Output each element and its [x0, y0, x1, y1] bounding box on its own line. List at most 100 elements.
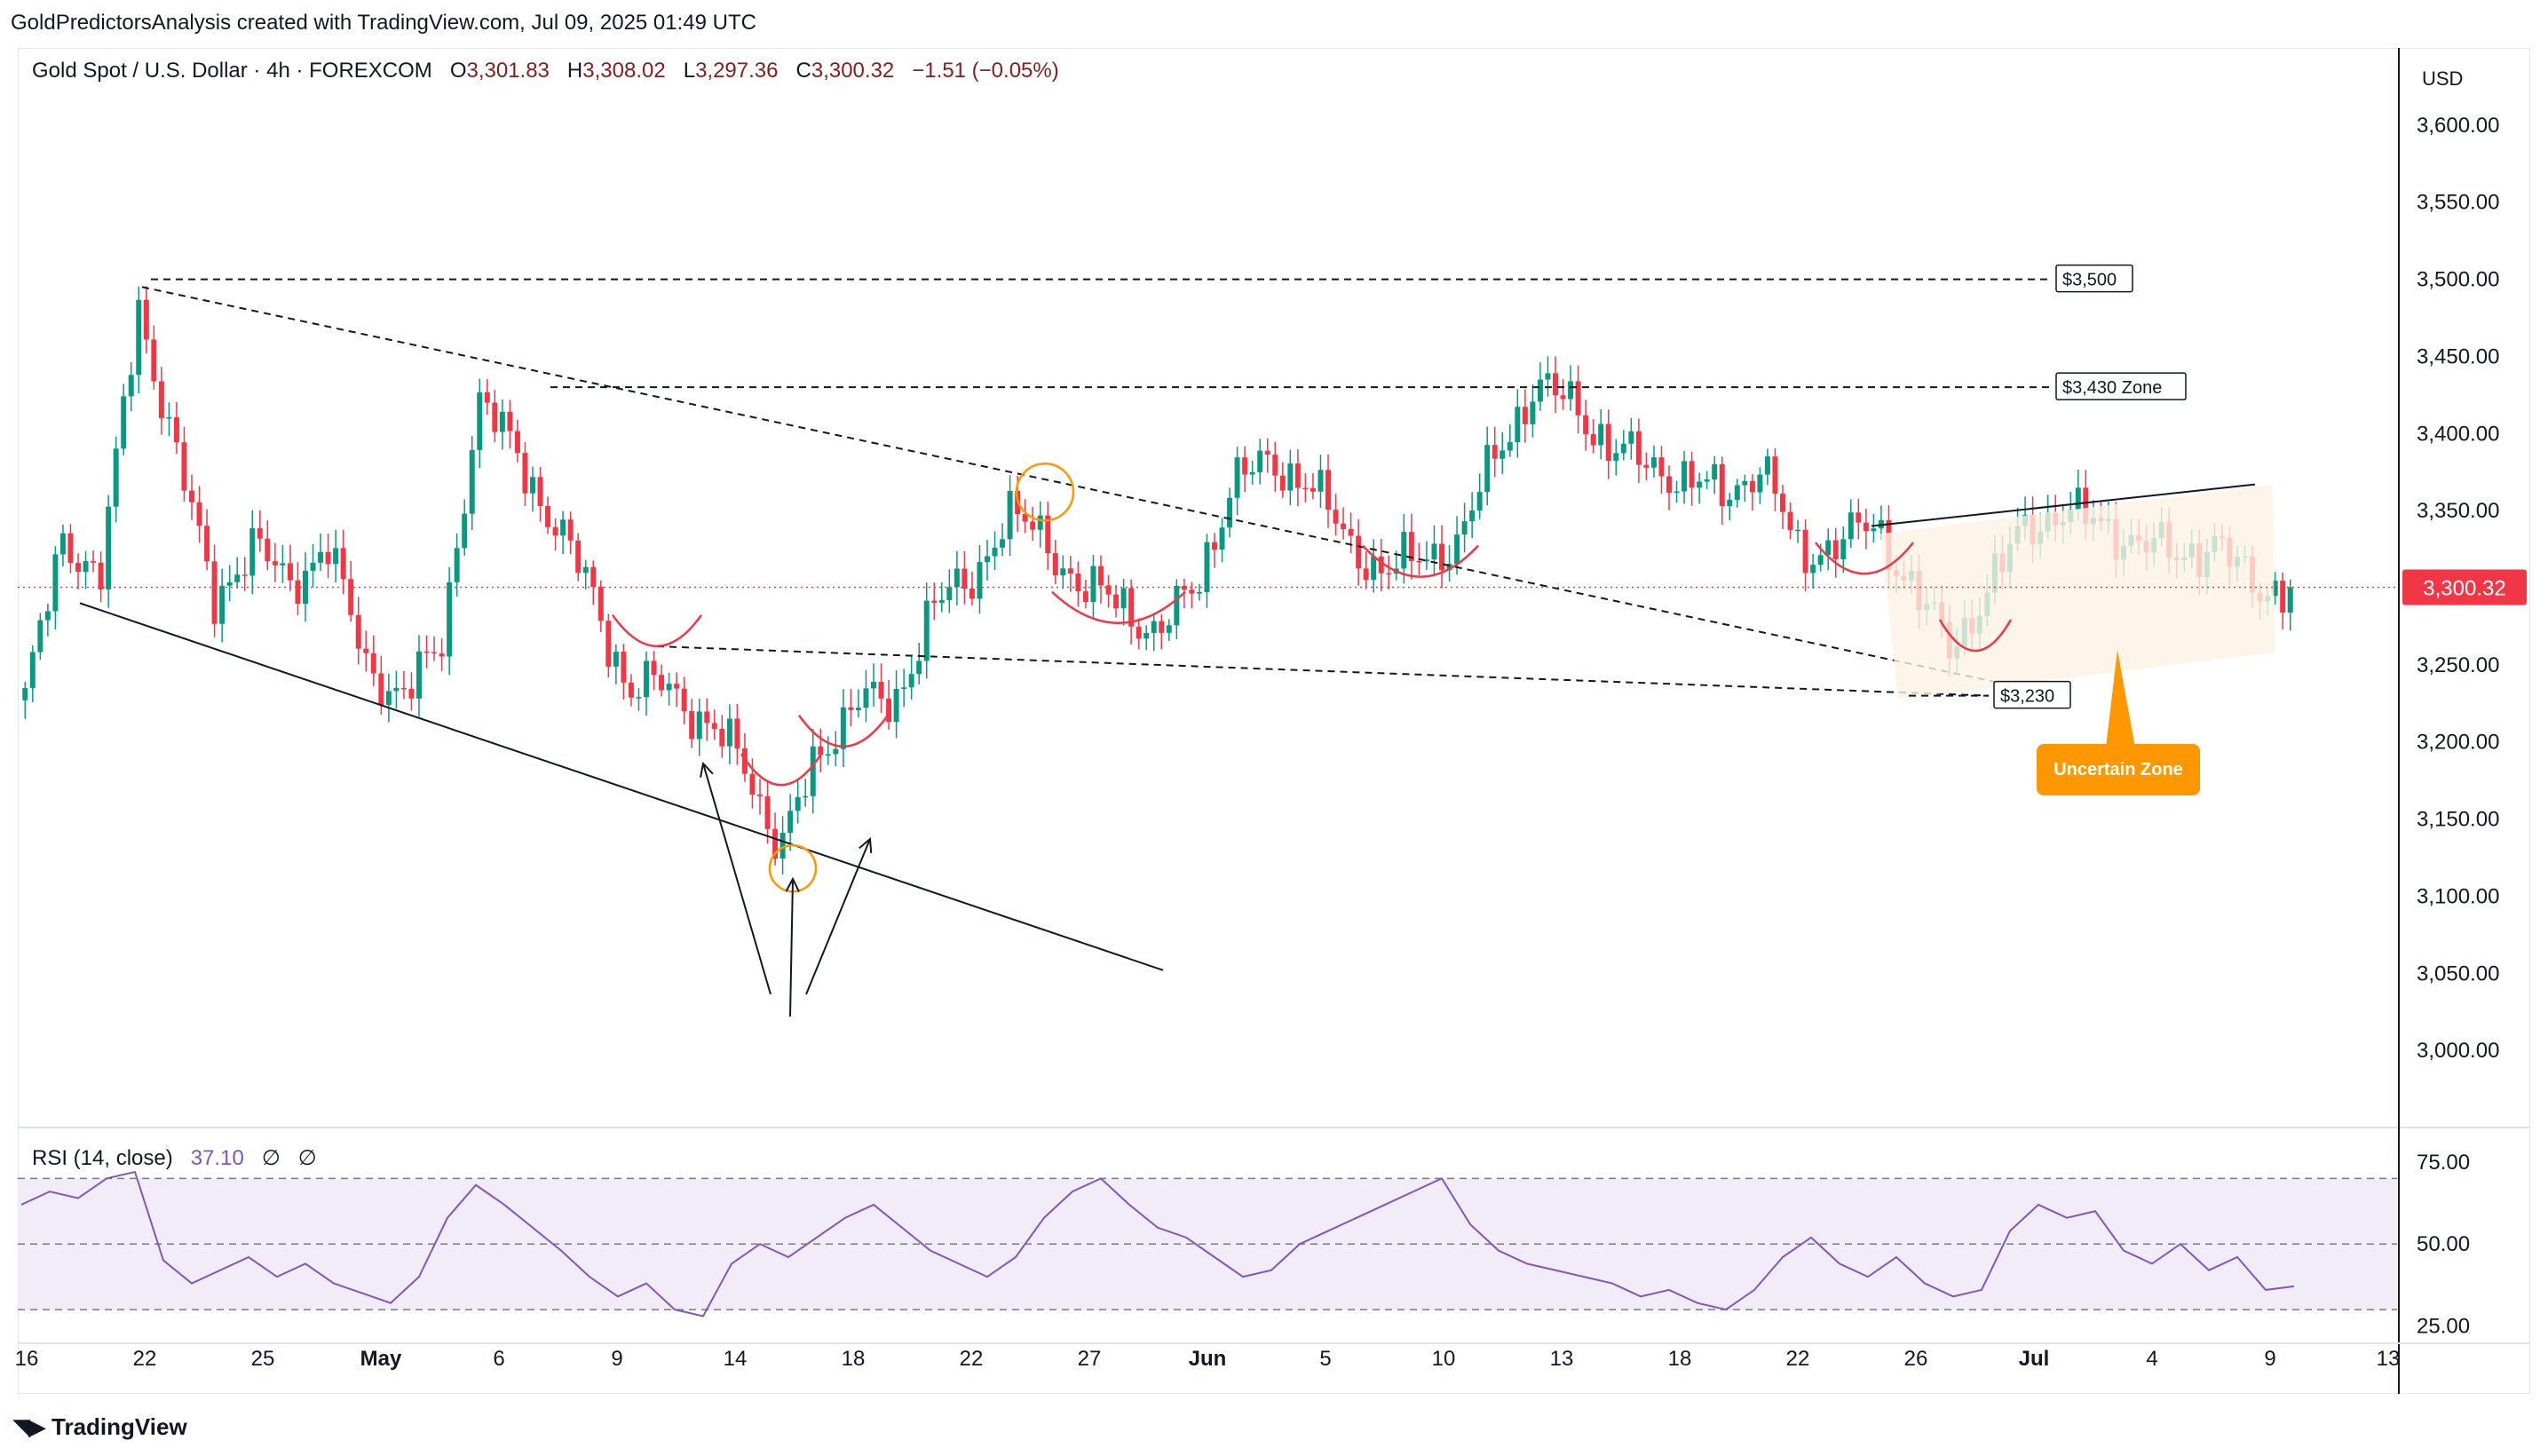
time-tick-label: 22 — [1786, 1347, 1810, 1371]
candle-body — [1423, 559, 1429, 562]
candle-body — [878, 682, 884, 699]
candle-body — [1060, 568, 1066, 576]
candle-body — [1318, 470, 1324, 492]
low-value: 3,297.36 — [695, 59, 779, 83]
candle-body — [1871, 528, 1877, 532]
candle-body — [1810, 565, 1816, 574]
tradingview-logo[interactable]: ◥▶ TradingView — [12, 1413, 187, 1441]
time-tick-label: 13 — [1550, 1347, 1574, 1371]
level-label: $3,230 — [1993, 680, 2071, 709]
candle-body — [454, 548, 460, 582]
annotation-arrow — [702, 763, 772, 995]
time-tick-label: May — [360, 1347, 402, 1371]
candle-body — [1113, 594, 1120, 609]
candle-body — [287, 563, 293, 581]
pattern-curve — [1938, 619, 2013, 653]
candle-body — [1166, 625, 1172, 633]
annotations-group: $3,500 $3,430 Zone $3,230 Uncertain Zone — [79, 264, 2275, 1017]
candle-body — [1780, 494, 1785, 512]
candle-body — [954, 568, 960, 588]
candle-body — [1469, 510, 1476, 522]
candle-body — [977, 562, 983, 599]
candle-body — [439, 653, 445, 657]
candle-body — [1484, 445, 1491, 493]
candle-body — [530, 477, 535, 494]
candle-body — [1371, 556, 1377, 581]
candle-body — [1136, 626, 1142, 639]
candle-body — [408, 688, 415, 699]
candle-body — [537, 477, 543, 506]
candle-body — [772, 828, 779, 859]
candle-body — [1635, 431, 1642, 465]
candle-body — [1507, 442, 1513, 451]
tradingview-brand: TradingView — [51, 1413, 187, 1440]
candle-body — [241, 574, 248, 576]
candle-body — [1159, 621, 1165, 633]
candle-body — [659, 675, 665, 691]
candle-body — [696, 711, 702, 740]
candle-body — [1416, 560, 1422, 563]
candle-body — [1234, 457, 1240, 498]
candle-body — [1174, 585, 1180, 626]
candle-body — [1204, 542, 1210, 592]
candle-body — [333, 548, 339, 565]
attribution-text: GoldPredictorsAnalysis created with Trad… — [11, 11, 756, 35]
candle-body — [385, 691, 392, 706]
candle-body — [1734, 485, 1740, 500]
candle-body — [1279, 475, 1286, 491]
candle-body — [636, 697, 642, 699]
candle-body — [393, 687, 400, 692]
candle-body — [1082, 591, 1088, 603]
candle-body — [575, 540, 582, 574]
candle-body — [29, 652, 36, 688]
callout-pointer — [2106, 650, 2135, 748]
time-tick-label: Jun — [1189, 1347, 1227, 1371]
candle-body — [1052, 553, 1058, 576]
price-tick-label: 3,350.00 — [2417, 499, 2499, 523]
candle-body — [741, 748, 748, 774]
candle-body — [1476, 492, 1483, 511]
candle-body — [938, 600, 945, 603]
candle-body — [1832, 540, 1839, 559]
candle-body — [1007, 490, 1013, 540]
rsi-band — [18, 1178, 2397, 1310]
candle-body — [363, 648, 369, 653]
candle-body — [1674, 491, 1680, 494]
candle-body — [1620, 443, 1626, 454]
candle-body — [507, 411, 513, 431]
candle-body — [370, 653, 376, 674]
candle-body — [893, 688, 899, 723]
range-top-line — [1871, 483, 2256, 527]
price-tick-label: 3,150.00 — [2417, 808, 2499, 832]
candle-body — [1764, 456, 1770, 475]
rsi-na-1: ∅ — [261, 1146, 281, 1170]
candle-body — [272, 561, 278, 566]
candle-body — [567, 519, 574, 541]
candle-body — [628, 682, 634, 698]
candle-body — [666, 684, 672, 691]
candle-body — [1067, 568, 1073, 574]
candle-body — [734, 718, 740, 748]
candle-body — [1856, 512, 1862, 523]
tradingview-mark-icon: ◥▶ — [12, 1413, 46, 1441]
candle-body — [1196, 591, 1202, 594]
open-value: 3,301.83 — [466, 59, 550, 83]
candle-body — [1189, 590, 1195, 594]
candle-body — [1431, 543, 1437, 560]
candle-body — [1590, 434, 1596, 446]
candle-body — [2287, 587, 2293, 613]
callout-box — [2037, 744, 2200, 795]
candle-body — [75, 563, 81, 573]
time-tick-label: 9 — [2264, 1347, 2275, 1371]
candle-body — [295, 580, 301, 605]
candle-body — [1697, 481, 1703, 488]
rsi-line — [20, 1170, 2295, 1318]
time-tick-label: 5 — [1319, 1347, 1331, 1371]
close-label: C — [795, 59, 811, 83]
candle-body — [1500, 450, 1506, 459]
candle-body — [234, 574, 241, 582]
currency-label: USD — [2422, 67, 2463, 90]
candle-body — [1568, 381, 1574, 400]
candle-body — [757, 794, 763, 796]
